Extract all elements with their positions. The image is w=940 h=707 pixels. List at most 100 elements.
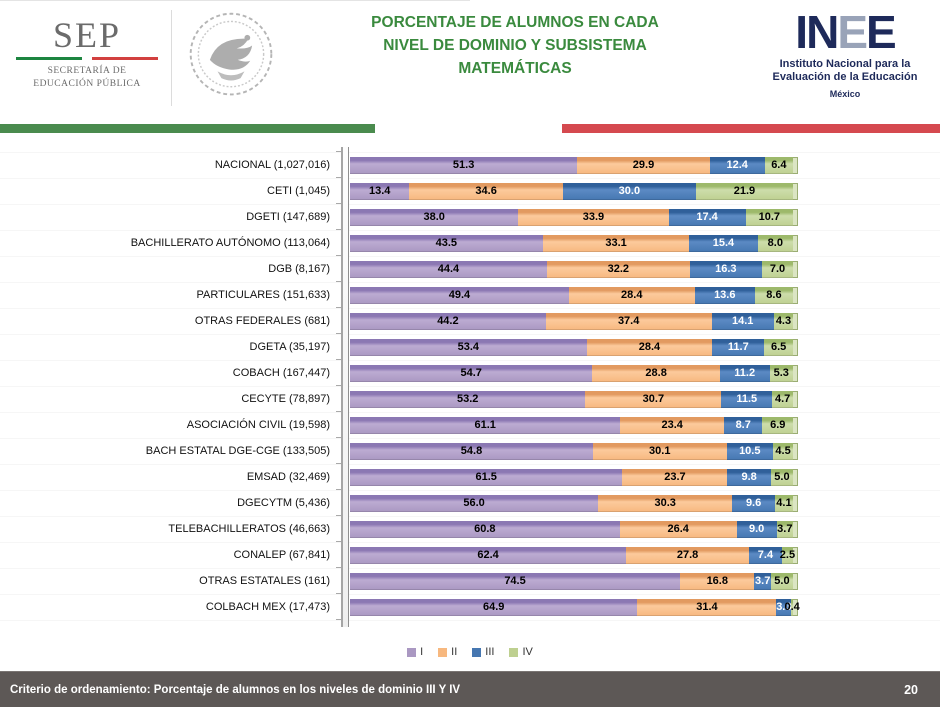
bar-segment-II: 23.4 xyxy=(620,416,724,434)
bar-segment-I: 54.7 xyxy=(350,364,593,382)
bar-end-cap xyxy=(793,494,798,512)
bar-track: 51.3 29.9 12.4 6.4 xyxy=(350,156,799,174)
legend-item-II: II xyxy=(438,646,457,658)
bar-segment-III: 11.7 xyxy=(712,338,765,356)
bar-value-label: 13.4 xyxy=(369,184,391,197)
bar-segment-III: 11.5 xyxy=(721,390,773,408)
sep-green-line xyxy=(16,57,82,60)
bar-segment-II: 32.2 xyxy=(546,260,690,278)
bar-value-label: 34.6 xyxy=(475,184,497,197)
bar-segment-II: 28.8 xyxy=(592,364,720,382)
bar-value-label: 23.4 xyxy=(661,418,683,431)
bar-segment-I: 51.3 xyxy=(350,156,578,174)
category-label: TELEBACHILLERATOS (46,663) xyxy=(168,523,330,535)
bar-track: 74.5 16.8 3.7 5.0 xyxy=(350,572,798,590)
legend-item-III: III xyxy=(472,646,494,658)
chart-row: DGB (8,167) 44.4 32.2 16.3 7.0 xyxy=(0,256,812,282)
sep-flag-lines xyxy=(16,57,158,60)
category-label: COBACH (167,447) xyxy=(232,367,330,379)
bar-segment-II: 33.1 xyxy=(542,234,690,252)
bar-value-label: 51.3 xyxy=(452,158,475,171)
bar-segment-IV: 5.0 xyxy=(770,468,793,486)
legend-label: I xyxy=(420,646,424,658)
bar-segment-IV: 21.9 xyxy=(695,182,793,200)
bar-end-cap xyxy=(792,364,798,382)
header-accent-bar-red xyxy=(562,124,940,133)
chart-row: OTRAS FEDERALES (681) 44.2 37.4 14.1 4.3 xyxy=(0,308,812,334)
chart-row: BACH ESTATAL DGE-CGE (133,505) 54.8 30.1 10… xyxy=(0,438,812,464)
chart-gridlines xyxy=(0,152,940,624)
bar-track: 61.1 23.4 8.7 6.9 xyxy=(350,416,798,434)
axis-gap xyxy=(340,516,350,542)
chart-row: DGETA (35,197) 53.4 28.4 11.7 6.5 xyxy=(0,334,812,360)
category-label: CETI (1,045) xyxy=(267,185,330,197)
bar-value-label: 30.3 xyxy=(654,496,676,509)
bar-segment-IV: 3.7 xyxy=(776,520,793,538)
axis-gap xyxy=(340,308,350,334)
bar-value-label: 21.9 xyxy=(733,184,756,197)
bar-segment-III: 3.3 xyxy=(776,598,791,616)
bar-segment-II: 28.4 xyxy=(586,338,713,356)
bar-value-label: 11.7 xyxy=(727,340,749,353)
inee-letter-grey: E xyxy=(837,6,868,58)
bar-segment-IV: 6.9 xyxy=(762,416,793,434)
bar-value-label: 30.1 xyxy=(649,444,671,457)
axis-gap xyxy=(340,230,350,256)
bar-segment-IV: 4.7 xyxy=(772,390,794,408)
category-label: BACH ESTATAL DGE-CGE (133,505) xyxy=(145,445,330,457)
bar-segment-I: 53.4 xyxy=(350,338,587,356)
category-label: OTRAS ESTATALES (161) xyxy=(199,575,330,587)
slide-top-edge xyxy=(0,0,470,1)
legend-label: III xyxy=(485,646,495,658)
bar-value-label: 10.5 xyxy=(739,444,761,457)
bar-track: 53.2 30.7 11.5 4.7 xyxy=(350,390,799,408)
bar-segment-IV: 8.0 xyxy=(757,234,794,252)
axis-gap xyxy=(340,256,350,282)
chart-row: ASOCIACIÓN CIVIL (19,598) 61.1 23.4 8.7 6.9 xyxy=(0,412,812,438)
bar-value-label: 28.4 xyxy=(621,288,643,301)
chart-row: NACIONAL (1,027,016) 51.3 29.9 12.4 6.4 xyxy=(0,152,812,178)
bar-end-cap xyxy=(793,156,799,174)
bar-segment-IV: 4.1 xyxy=(774,494,793,512)
bar-value-label: 5.3 xyxy=(773,366,789,379)
bar-value-label: 43.5 xyxy=(435,236,458,249)
chart-axis-wall xyxy=(336,147,349,631)
bar-segment-II: 34.6 xyxy=(409,182,563,200)
bar-segment-III: 16.3 xyxy=(689,260,762,278)
axis-gap xyxy=(340,568,350,594)
sep-red-line xyxy=(92,57,158,60)
bar-track: 38.0 33.9 17.4 10.7 xyxy=(350,208,799,226)
bar-value-label: 13.6 xyxy=(714,288,736,301)
bar-end-cap xyxy=(793,260,799,278)
bar-value-label: 4.5 xyxy=(775,444,791,457)
bar-value-label: 8.0 xyxy=(767,236,783,249)
bar-track: 62.4 27.8 7.4 2.5 xyxy=(350,546,798,564)
bar-segment-III: 30.0 xyxy=(562,182,696,200)
category-label: DGECYTM (5,436) xyxy=(237,497,330,509)
bar-segment-I: 43.5 xyxy=(350,234,543,252)
bar-value-label: 56.0 xyxy=(463,496,485,509)
bar-value-label: 8.6 xyxy=(766,288,782,301)
bar-segment-IV: 0.4 xyxy=(784,598,800,616)
chart-row: CETI (1,045) 13.4 34.6 30.0 21.9 xyxy=(0,178,812,204)
bar-segment-I: 49.4 xyxy=(350,286,569,304)
bar-value-label: 49.4 xyxy=(448,288,471,301)
bar-segment-IV: 8.6 xyxy=(754,286,793,304)
bar-segment-III: 7.4 xyxy=(749,546,782,564)
category-label: OTRAS FEDERALES (681) xyxy=(194,315,330,327)
chart-row: DGETI (147,689) 38.0 33.9 17.4 10.7 xyxy=(0,204,812,230)
axis-gap xyxy=(340,386,350,412)
inee-logo: INEE Instituto Nacional para la Evaluaci… xyxy=(752,8,938,99)
coat-of-arms-icon xyxy=(183,6,279,106)
bar-segment-I: 60.8 xyxy=(350,520,620,538)
legend-swatch-icon xyxy=(407,647,417,657)
bar-value-label: 60.8 xyxy=(474,522,496,535)
bar-track: 43.5 33.1 15.4 8.0 xyxy=(350,234,799,252)
title-line-1: PORCENTAJE DE ALUMNOS EN CADA xyxy=(371,14,659,31)
bar-segment-II: 30.1 xyxy=(593,442,727,460)
bar-value-label: 5.0 xyxy=(774,574,790,587)
chart-row: COLBACH MEX (17,473) 64.9 31.4 3.3 0.4 xyxy=(0,594,812,620)
bar-value-label: 15.4 xyxy=(712,236,735,249)
bar-end-cap xyxy=(793,182,798,200)
bar-end-cap xyxy=(793,468,798,486)
